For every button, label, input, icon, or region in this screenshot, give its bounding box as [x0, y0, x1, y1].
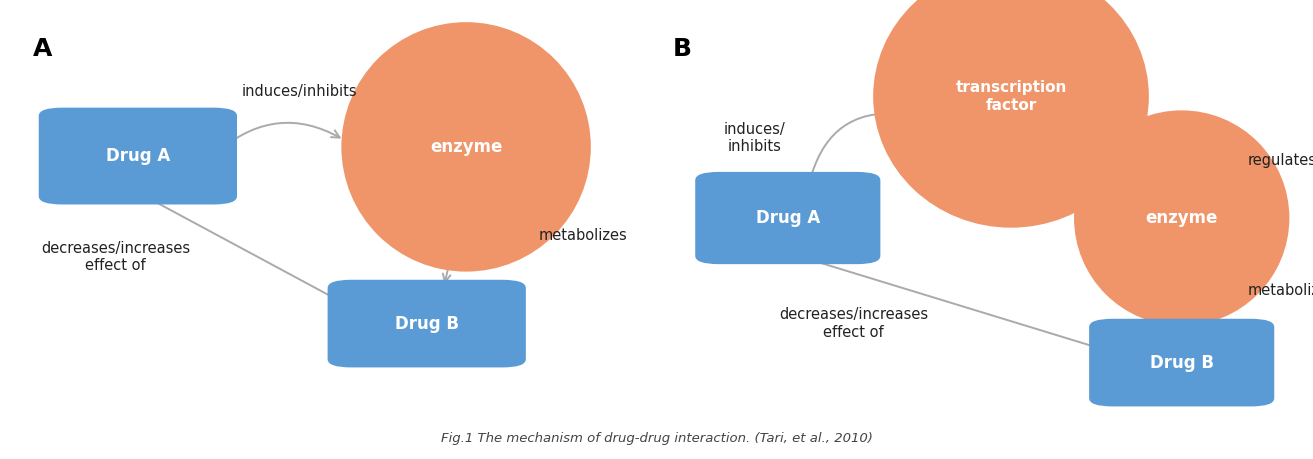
- Ellipse shape: [873, 0, 1149, 228]
- Text: enzyme: enzyme: [429, 138, 503, 156]
- Text: B: B: [672, 37, 691, 61]
- Text: decreases/increases
effect of: decreases/increases effect of: [41, 241, 190, 273]
- FancyBboxPatch shape: [696, 172, 880, 264]
- Text: metabolizes: metabolizes: [1247, 283, 1313, 297]
- Ellipse shape: [341, 22, 591, 272]
- Text: enzyme: enzyme: [1145, 209, 1218, 227]
- Text: transcription
factor: transcription factor: [956, 79, 1066, 113]
- Text: Drug B: Drug B: [1150, 353, 1213, 372]
- Text: regulates: regulates: [1247, 153, 1313, 168]
- Text: induces/
inhibits: induces/ inhibits: [723, 122, 786, 154]
- Ellipse shape: [1074, 110, 1289, 326]
- Text: A: A: [33, 37, 53, 61]
- Text: Drug A: Drug A: [756, 209, 819, 227]
- FancyBboxPatch shape: [328, 280, 525, 367]
- FancyBboxPatch shape: [1088, 319, 1274, 407]
- FancyBboxPatch shape: [38, 108, 236, 204]
- Text: Drug B: Drug B: [395, 314, 458, 333]
- Text: metabolizes: metabolizes: [538, 228, 628, 242]
- Text: decreases/increases
effect of: decreases/increases effect of: [779, 308, 928, 340]
- Text: Drug A: Drug A: [106, 147, 169, 165]
- Text: Fig.1 The mechanism of drug-drug interaction. (Tari, et al., 2010): Fig.1 The mechanism of drug-drug interac…: [441, 432, 872, 445]
- Text: induces/inhibits: induces/inhibits: [242, 84, 357, 99]
